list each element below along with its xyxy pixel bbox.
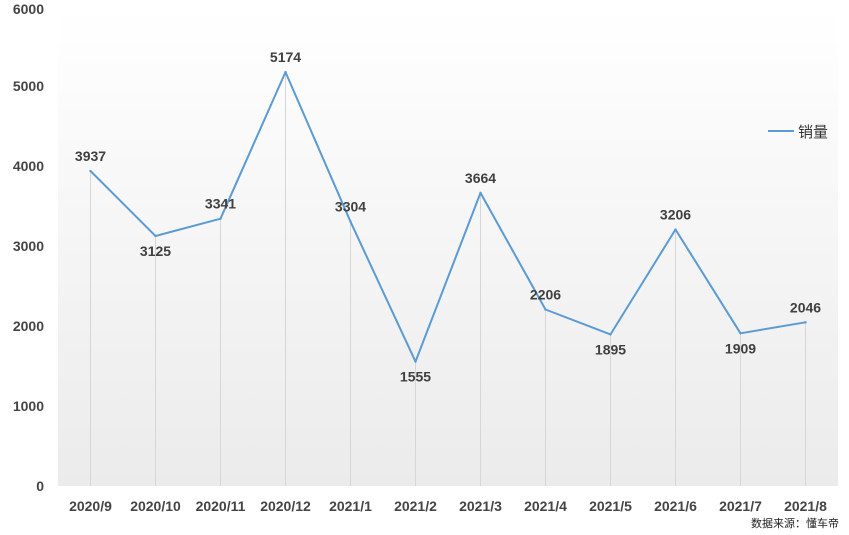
- y-tick-label: 2000: [13, 318, 44, 334]
- series-line: [89, 71, 806, 363]
- y-tick-label: 3000: [13, 238, 44, 254]
- data-labels: 3937 3125 3341 5174 3304 1555 3664 2206 1895 3206…: [75, 49, 821, 385]
- x-tick-label: 2020/11: [196, 498, 246, 514]
- legend-label: 销量: [798, 124, 828, 141]
- x-tick-label: 2021/3: [459, 498, 502, 514]
- x-tick-label: 2021/7: [719, 498, 762, 514]
- data-label: 3664: [465, 170, 496, 186]
- y-tick-label: 4000: [13, 158, 44, 174]
- data-label: 1555: [400, 369, 431, 385]
- x-tick-label: 2021/5: [589, 498, 632, 514]
- data-label: 3341: [205, 196, 236, 212]
- x-tick-label: 2021/1: [329, 498, 372, 514]
- x-tick-label: 2020/9: [69, 498, 112, 514]
- data-source-note: 数据来源：懂车帝: [751, 518, 839, 530]
- data-label: 5174: [270, 49, 301, 65]
- data-label: 2206: [530, 287, 561, 303]
- data-label: 1909: [725, 340, 756, 356]
- x-tick-label: 2021/6: [654, 498, 697, 514]
- y-tick-label: 5000: [13, 78, 44, 94]
- data-label: 2046: [790, 299, 821, 315]
- data-label: 3304: [335, 199, 366, 215]
- data-label: 3937: [75, 148, 106, 164]
- data-label: 1895: [595, 341, 626, 357]
- x-tick-label: 2020/12: [260, 498, 311, 514]
- y-tick-label: 1000: [13, 398, 44, 414]
- x-tick-label: 2021/2: [394, 498, 437, 514]
- y-tick-label: 0: [36, 478, 44, 494]
- x-axis: 2020/9 2020/10 2020/11 2020/12 2021/1 2021/2 2…: [69, 498, 827, 514]
- x-tick-label: 2020/10: [130, 498, 181, 514]
- plot-area: [58, 6, 838, 486]
- data-label: 3125: [140, 243, 171, 259]
- y-axis: 0 1000 2000 3000 4000 5000 6000: [13, 1, 44, 494]
- data-label: 3206: [660, 207, 691, 223]
- legend: 销量: [768, 124, 828, 141]
- y-tick-label: 6000: [13, 1, 44, 17]
- x-tick-label: 2021/8: [784, 498, 827, 514]
- x-tick-label: 2021/4: [524, 498, 567, 514]
